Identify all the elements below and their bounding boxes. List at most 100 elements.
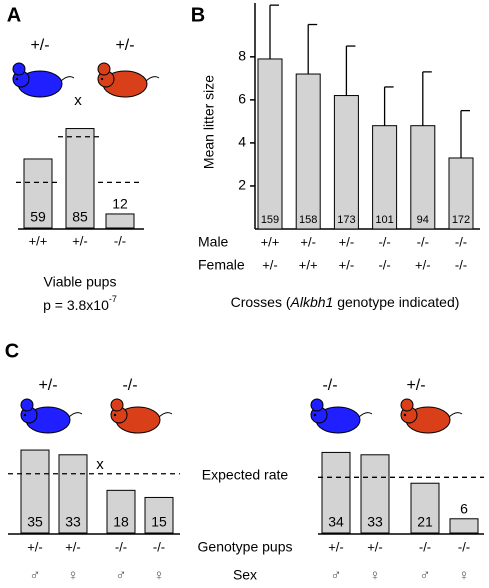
row-label: Male (198, 234, 229, 250)
bar (321, 451, 351, 534)
value-label: 34 (328, 514, 344, 530)
x-axis-label-text: Crosses ( (231, 294, 291, 310)
bar (105, 213, 135, 229)
bar (360, 454, 390, 534)
male-genotype: +/- (300, 234, 316, 249)
bar (65, 128, 95, 229)
bar (257, 58, 283, 230)
value-label: 33 (367, 514, 383, 530)
n-label: 172 (452, 214, 470, 226)
n-label: 94 (417, 214, 429, 226)
cross-genotype: +/- (38, 377, 57, 394)
x-tick-label: +/+ (29, 233, 48, 248)
value-label: 85 (72, 209, 88, 225)
sex-label: ♀ (153, 567, 164, 584)
female-genotype: +/- (415, 257, 431, 272)
row-label: Sex (233, 567, 257, 583)
x-tick-label: +/- (27, 539, 43, 554)
n-label: 159 (261, 214, 279, 226)
bar (106, 489, 136, 534)
bar (23, 158, 53, 229)
n-label: 173 (337, 214, 355, 226)
x-tick-label: +/- (328, 539, 344, 554)
value-label: 15 (151, 514, 167, 530)
bar (410, 125, 436, 230)
cross-genotype: +/- (30, 37, 49, 54)
cross-genotype: +/- (115, 37, 134, 54)
bar (333, 95, 359, 230)
p-value: p = 3.8x10-7 (43, 294, 117, 312)
cross-genotype: +/- (406, 377, 425, 394)
sex-label: ♂ (115, 567, 126, 584)
female-genotype: +/+ (299, 257, 318, 272)
y-axis-label: Mean litter size (201, 75, 217, 169)
female-genotype: -/- (455, 257, 467, 272)
female-genotype: +/- (262, 257, 278, 272)
x-axis-label: Viable pups (44, 274, 117, 290)
sex-label: ♂ (29, 567, 40, 584)
value-label: 12 (112, 196, 128, 212)
sex-label: ♀ (67, 567, 78, 584)
cross-genotype: -/- (122, 377, 137, 394)
p-value-text: p = 3.8x10 (43, 297, 109, 313)
bar (58, 454, 88, 534)
x-tick-label: +/- (72, 233, 88, 248)
x-tick-label: -/- (115, 539, 127, 554)
panel-label: C (5, 340, 19, 362)
row-label: Genotype pups (198, 539, 293, 555)
n-label: 158 (299, 214, 317, 226)
x-axis-label-gene: Alkbh1 (290, 294, 334, 310)
value-label: 35 (27, 514, 43, 530)
sex-label: ♂ (330, 567, 341, 584)
bar (20, 449, 50, 534)
y-tick-label: 4 (238, 134, 246, 150)
bar (372, 125, 398, 230)
bar (144, 496, 174, 534)
x-axis-label-text: genotype indicated) (333, 294, 459, 310)
cross-genotype: -/- (322, 377, 337, 394)
panel-label: A (7, 4, 21, 26)
value-label: 59 (30, 209, 46, 225)
panel-label: B (191, 4, 205, 26)
male-genotype: -/- (378, 234, 390, 249)
male-genotype: +/+ (261, 234, 280, 249)
bar (410, 482, 440, 534)
mouse-icon (20, 398, 83, 434)
x-tick-label: +/- (65, 539, 81, 554)
value-label: 18 (113, 514, 129, 530)
bar (448, 157, 474, 230)
mouse-icon (97, 62, 160, 98)
bar (295, 73, 321, 230)
y-tick-label: 8 (238, 48, 246, 64)
mouse-icon (110, 398, 173, 434)
cross-sign: x (74, 92, 82, 109)
value-label: 33 (65, 514, 81, 530)
y-tick-label: 6 (238, 91, 246, 107)
x-tick-label: -/- (114, 233, 126, 248)
sex-label: ♀ (458, 567, 469, 584)
male-genotype: -/- (455, 234, 467, 249)
value-label: 6 (460, 500, 468, 516)
x-tick-label: -/- (153, 539, 165, 554)
bar (449, 518, 479, 534)
male-genotype: -/- (417, 234, 429, 249)
x-tick-label: -/- (458, 539, 470, 554)
mouse-icon (310, 398, 373, 434)
p-value-exponent: -7 (109, 294, 117, 304)
mouse-icon (12, 62, 75, 98)
sex-label: ♀ (369, 567, 380, 584)
x-axis-label: Crosses (Alkbh1 genotype indicated) (231, 294, 460, 310)
expected-label: Expected rate (202, 467, 289, 483)
male-genotype: +/- (339, 234, 355, 249)
x-tick-label: +/- (367, 539, 383, 554)
x-tick-label: -/- (419, 539, 431, 554)
sex-label: ♂ (419, 567, 430, 584)
female-genotype: -/- (378, 257, 390, 272)
cross-sign: x (96, 456, 104, 473)
row-label: Female (198, 257, 245, 273)
female-genotype: +/- (339, 257, 355, 272)
n-label: 101 (375, 214, 393, 226)
value-label: 21 (417, 514, 433, 530)
mouse-icon (400, 398, 463, 434)
